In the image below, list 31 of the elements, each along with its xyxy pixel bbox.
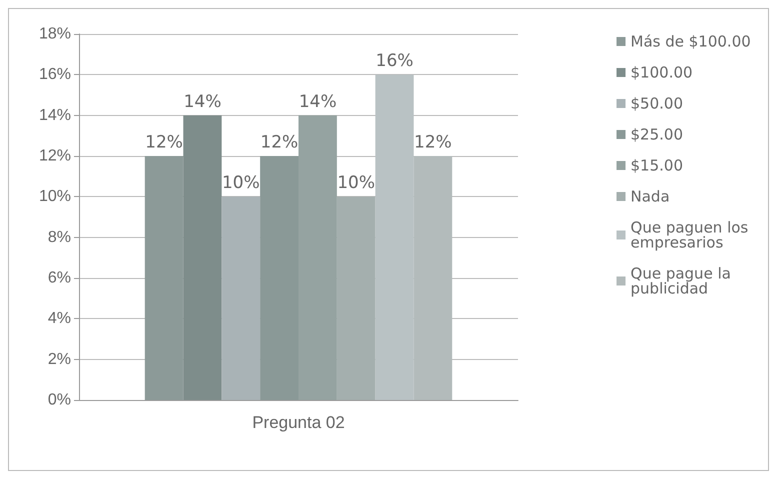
data-label: 12% xyxy=(145,132,183,152)
legend-label: Más de $100.00 xyxy=(630,32,751,50)
bar xyxy=(144,156,184,400)
legend-label: Que paguen los empresarios xyxy=(630,218,753,252)
y-tick-label: 4% xyxy=(48,310,71,328)
data-label: 12% xyxy=(260,132,298,152)
y-tick-label: 18% xyxy=(38,26,71,42)
y-tick-label: 14% xyxy=(38,106,71,124)
y-tick-label: 8% xyxy=(48,228,71,246)
y-tick-label: 2% xyxy=(48,350,71,368)
legend-label: $100.00 xyxy=(630,64,693,82)
legend-label: $15.00 xyxy=(630,156,684,174)
y-tick-label: 12% xyxy=(38,148,71,164)
data-label: 12% xyxy=(414,132,452,152)
legend-label: Que pague la publicidad xyxy=(630,264,736,298)
data-label: 14% xyxy=(184,92,222,112)
data-label: 10% xyxy=(337,173,376,194)
y-tick-label: 16% xyxy=(38,66,71,84)
x-tick-label: Pregunta 02 xyxy=(252,413,345,432)
bar xyxy=(336,196,376,400)
bar xyxy=(222,196,260,400)
y-tick-label: 6% xyxy=(48,270,71,286)
bar xyxy=(183,115,222,400)
y-tick-label: 0% xyxy=(48,392,71,408)
data-label: 14% xyxy=(298,92,337,112)
legend-label: Nada xyxy=(630,188,670,206)
legend-label: $25.00 xyxy=(630,126,684,144)
legend-label: $50.00 xyxy=(630,94,684,112)
y-tick-label: 10% xyxy=(38,188,71,206)
data-label: 10% xyxy=(222,173,260,194)
data-label: 16% xyxy=(376,51,414,72)
